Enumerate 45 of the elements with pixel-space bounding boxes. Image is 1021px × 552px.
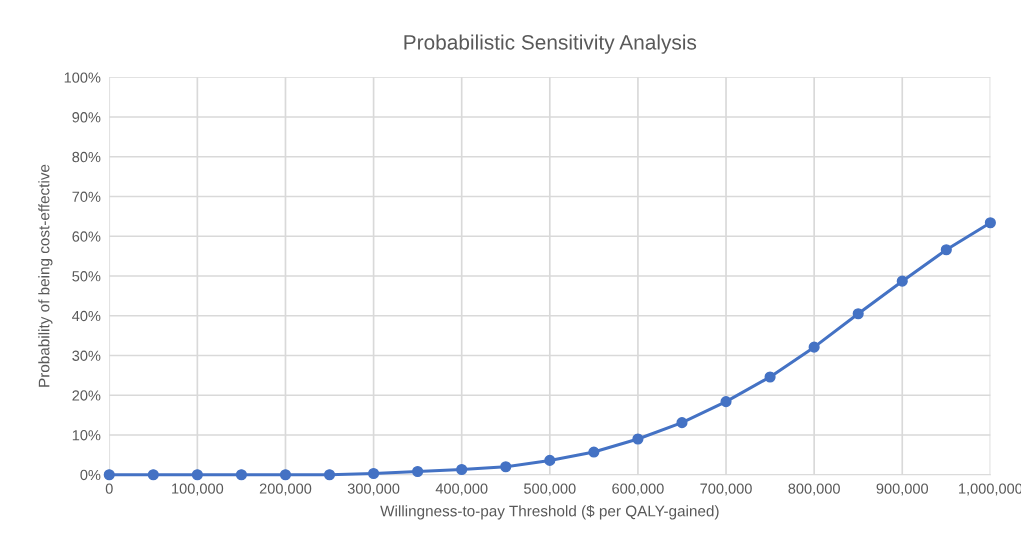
y-tick-label: 40% (72, 310, 101, 322)
y-tick-label: 70% (72, 191, 101, 202)
point (764, 371, 776, 383)
point (720, 396, 732, 408)
x-tick-label: 700,000 (700, 483, 752, 496)
chart-title: Probabilistic Sensitivity Analysis (404, 34, 697, 54)
y-tick-label: 30% (72, 350, 101, 361)
point (808, 341, 820, 353)
x-tick-label: 400,000 (435, 483, 488, 496)
point (279, 469, 292, 481)
x-tick-label: 0 (105, 483, 113, 494)
point (632, 433, 644, 445)
y-tick-label: 20% (72, 390, 101, 401)
point (984, 217, 996, 229)
point (191, 469, 203, 481)
y-tick-label: 50% (72, 271, 101, 282)
y-tick-label: 0% (80, 469, 101, 481)
point (544, 454, 556, 466)
point (368, 467, 380, 480)
x-tick-label: 200,000 (259, 483, 312, 496)
y-tick-label: 90% (72, 112, 101, 123)
point (103, 469, 115, 481)
point (940, 244, 952, 256)
point (323, 469, 336, 481)
x-tick-label: 900,000 (876, 483, 929, 496)
point (147, 469, 159, 481)
x-tick-label: 600,000 (612, 483, 664, 496)
x-tick-label: 300,000 (347, 483, 400, 496)
point (676, 417, 688, 429)
point (456, 463, 468, 476)
x-axis-title: Willingness-to-pay Threshold ($ per QALY-gained) (380, 504, 719, 520)
y-tick-label: 10% (72, 430, 101, 441)
y-axis-title: Probability of being cost-effective (38, 164, 53, 387)
point (852, 308, 864, 320)
y-tick-label: 80% (72, 151, 101, 163)
point (588, 446, 600, 458)
x-tick-label: 500,000 (524, 483, 576, 496)
y-tick-label: 100% (64, 72, 101, 83)
point (500, 461, 512, 473)
point (235, 469, 247, 481)
y-tick-label: 60% (72, 231, 101, 242)
x-tick-label: 100,000 (172, 483, 224, 496)
point (412, 465, 424, 478)
x-tick-label: 800,000 (788, 483, 840, 496)
point (896, 275, 908, 287)
